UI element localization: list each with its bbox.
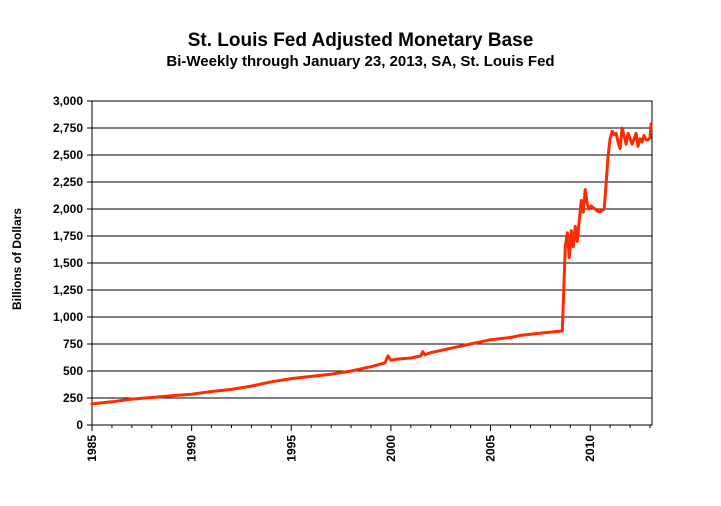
grid-lines <box>92 100 652 426</box>
y-tick-label: 1,750 <box>53 229 83 243</box>
y-axis-label: Billions of Dollars <box>10 208 24 310</box>
y-tick-label: 1,500 <box>53 256 83 270</box>
y-tick-label: 250 <box>63 391 83 405</box>
y-axis: 0 250 500 750 1,000 1,250 1,500 1,750 2,000 2,250… <box>53 94 92 432</box>
x-tick-label: 1990 <box>185 435 199 462</box>
y-tick-label: 3,000 <box>53 94 83 108</box>
x-tick-label: 1995 <box>284 435 298 462</box>
y-tick-label: 2,750 <box>53 121 83 135</box>
y-tick-label: 500 <box>63 364 83 378</box>
chart-title: St. Louis Fed Adjusted Monetary Base <box>187 30 534 51</box>
chart-subtitle: Bi-Weekly through January 23, 2013, SA, … <box>166 53 555 70</box>
x-axis: 1985 1990 1995 2000 2005 2010 <box>85 425 651 462</box>
y-tick-label: 0 <box>76 418 83 432</box>
x-tick-label: 1985 <box>85 435 99 462</box>
y-tick-label: 1,250 <box>53 283 83 297</box>
y-tick-label: 750 <box>63 337 83 351</box>
series-line <box>90 122 653 406</box>
y-tick-label: 2,500 <box>53 148 83 162</box>
y-tick-label: 1,000 <box>53 310 83 324</box>
x-tick-label: 2000 <box>384 435 398 462</box>
y-tick-label: 2,000 <box>53 202 83 216</box>
x-tick-label: 2010 <box>583 435 597 462</box>
y-tick-label: 2,250 <box>53 175 83 189</box>
x-tick-label: 2005 <box>484 435 498 462</box>
